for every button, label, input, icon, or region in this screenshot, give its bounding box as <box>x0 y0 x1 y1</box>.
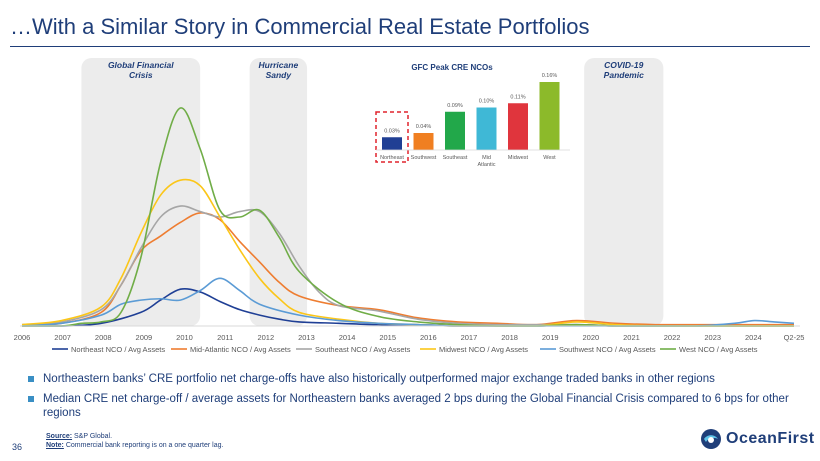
x-tick-label: 2012 <box>257 333 274 342</box>
bar-category-label: Northeast <box>380 155 404 161</box>
page-number: 36 <box>12 442 23 452</box>
x-tick-label: Q2-25 <box>784 333 805 342</box>
bar-value-label: 0.03% <box>384 128 400 134</box>
x-tick-label: 2019 <box>542 333 559 342</box>
bar <box>445 111 465 150</box>
x-tick-label: 2013 <box>298 333 315 342</box>
bar <box>539 82 560 150</box>
bar-value-label: 0.09% <box>447 103 463 109</box>
gfc-peak-bar-chart: GFC Peak CRE NCOs 0.03% Northeast 0.04% Sout… <box>375 63 570 168</box>
legend-label: West NCO / Avg Assets <box>679 345 758 354</box>
series-line <box>21 178 794 327</box>
x-tick-label: 2024 <box>745 333 762 342</box>
bar-category-label: Midwest <box>508 155 529 161</box>
legend-label: Midwest NCO / Avg Assets <box>439 345 528 354</box>
legend-label: Southwest NCO / Avg Assets <box>559 345 656 354</box>
event-band-label: Crisis <box>129 70 153 80</box>
x-tick-label: 2007 <box>54 333 71 342</box>
bar-category-label: Mid <box>482 155 491 161</box>
x-tick-label: 2015 <box>379 333 396 342</box>
bar-value-label: 0.10% <box>479 99 495 105</box>
bar-category-label: Southwest <box>411 155 437 161</box>
series-line <box>21 212 794 327</box>
x-tick-label: 2010 <box>176 333 193 342</box>
x-tick-label: 2022 <box>664 333 681 342</box>
inset-chart-title: GFC Peak CRE NCOs <box>411 63 493 72</box>
highlight-box <box>375 111 409 163</box>
bullet-list: Northeastern banks’ CRE portfolio net ch… <box>28 372 798 426</box>
logo-text: OceanFirst <box>726 430 815 447</box>
title-divider <box>10 46 810 47</box>
note-label: Note: <box>46 442 64 449</box>
bullet-text: Northeastern banks’ CRE portfolio net ch… <box>43 373 715 385</box>
bar-category-label: West <box>543 155 556 161</box>
event-band-label: Global Financial <box>108 60 174 70</box>
bullet-item: Northeastern banks’ CRE portfolio net ch… <box>28 372 798 386</box>
x-tick-label: 2020 <box>582 333 599 342</box>
bar <box>382 137 402 150</box>
event-band-label: Sandy <box>266 70 293 80</box>
source-text: S&P Global. <box>74 433 113 440</box>
event-band-label: Hurricane <box>258 60 298 70</box>
footnote: Source: S&P Global. Note: Commercial ban… <box>46 432 223 450</box>
x-tick-label: 2016 <box>420 333 437 342</box>
x-tick-label: 2011 <box>217 333 233 342</box>
bar-value-label: 0.16% <box>542 73 558 79</box>
event-band <box>81 58 201 326</box>
event-band <box>249 58 308 326</box>
x-tick-label: 2021 <box>623 333 640 342</box>
event-band <box>584 58 664 326</box>
x-tick-label: 2023 <box>704 333 721 342</box>
page-title: …With a Similar Story in Commercial Real… <box>10 14 590 39</box>
x-tick-label: 2018 <box>501 333 518 342</box>
event-band-label: COVID-19 <box>604 60 643 70</box>
bar <box>508 103 528 150</box>
event-band-label: Pandemic <box>604 70 644 80</box>
bar <box>476 107 497 150</box>
x-tick-label: 2008 <box>95 333 112 342</box>
legend-label: Southeast NCO / Avg Assets <box>315 345 411 354</box>
bar-value-label: 0.11% <box>510 94 525 100</box>
bullet-marker-icon <box>28 376 34 382</box>
bar-category-label: Atlantic <box>477 162 495 168</box>
company-logo: OceanFirst <box>700 428 815 450</box>
bullet-item: Median CRE net charge-off / average asse… <box>28 392 798 420</box>
x-tick-label: 2006 <box>14 333 31 342</box>
source-label: Source: <box>46 433 73 440</box>
wave-logo-icon <box>701 429 721 449</box>
legend-label: Mid-Atlantic NCO / Avg Assets <box>190 345 291 354</box>
bullet-text: Median CRE net charge-off / average asse… <box>43 393 789 419</box>
bar <box>413 133 434 150</box>
legend-label: Northeast NCO / Avg Assets <box>71 345 165 354</box>
bullet-marker-icon <box>28 396 34 402</box>
bar-value-label: 0.04% <box>416 124 432 130</box>
bar-category-label: Southeast <box>443 155 468 161</box>
x-tick-label: 2017 <box>461 333 478 342</box>
x-tick-label: 2009 <box>136 333 153 342</box>
x-tick-label: 2014 <box>339 333 356 342</box>
note-text: Commercial bank reporting is on a one qu… <box>65 442 224 449</box>
